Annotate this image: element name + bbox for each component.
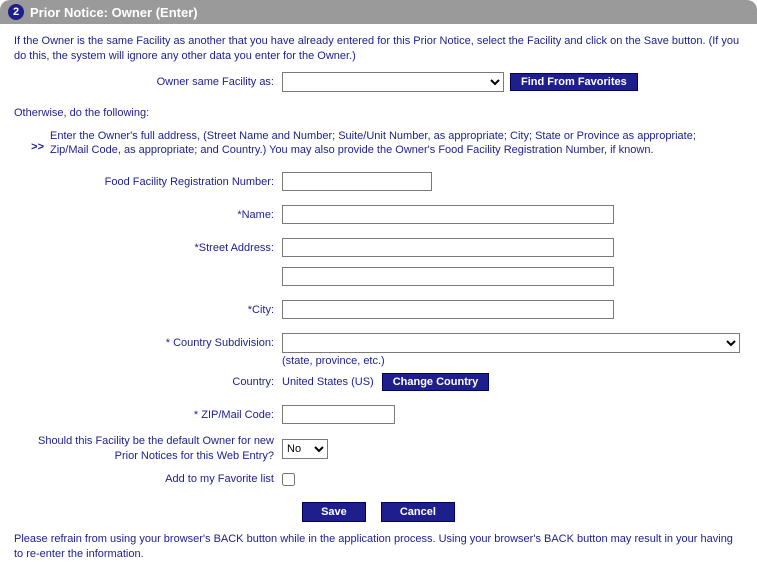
city-label: *City: (14, 304, 282, 316)
favorite-label: Add to my Favorite list (14, 473, 282, 485)
country-subdivision-label: * Country Subdivision: (14, 337, 282, 349)
save-button[interactable]: Save (302, 502, 366, 522)
cancel-button[interactable]: Cancel (381, 502, 455, 522)
street-address-label: *Street Address: (14, 242, 282, 254)
change-country-button[interactable]: Change Country (382, 373, 490, 391)
name-label: *Name: (14, 209, 282, 221)
street-address-input-2[interactable] (282, 267, 614, 286)
country-subdivision-select[interactable] (282, 333, 740, 353)
detail-instruction: Enter the Owner's full address, (Street … (50, 129, 743, 159)
country-value: United States (US) (282, 376, 374, 388)
zip-input[interactable] (282, 405, 395, 424)
otherwise-instruction: Otherwise, do the following: (14, 106, 743, 121)
zip-label: * ZIP/Mail Code: (14, 409, 282, 421)
owner-same-facility-label: Owner same Facility as: (14, 76, 282, 88)
step-number-badge: 2 (8, 4, 24, 20)
favorite-checkbox[interactable] (282, 473, 295, 486)
city-input[interactable] (282, 300, 614, 319)
name-input[interactable] (282, 205, 614, 224)
section-header: 2 Prior Notice: Owner (Enter) (0, 0, 757, 24)
default-owner-select[interactable]: No (282, 439, 328, 459)
section-title: Prior Notice: Owner (Enter) (30, 5, 198, 20)
top-instruction: If the Owner is the same Facility as ano… (14, 34, 743, 64)
registration-number-input[interactable] (282, 172, 432, 191)
find-from-favorites-button[interactable]: Find From Favorites (510, 73, 638, 91)
footer-warning: Please refrain from using your browser's… (14, 532, 743, 562)
country-subdivision-hint: (state, province, etc.) (282, 355, 743, 367)
arrow-marker: >> (14, 129, 50, 159)
default-owner-label: Should this Facility be the default Owne… (14, 434, 282, 463)
street-address-input-1[interactable] (282, 238, 614, 257)
owner-same-facility-select[interactable] (282, 72, 504, 92)
registration-number-label: Food Facility Registration Number: (14, 176, 282, 188)
country-label: Country: (14, 376, 282, 388)
